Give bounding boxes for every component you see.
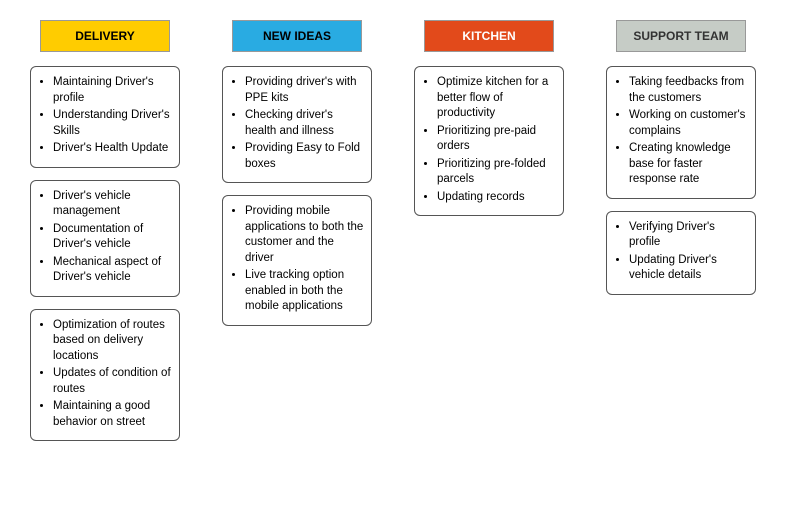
card-list: Driver's vehicle managementDocumentation… [35,189,173,286]
card-list: Verifying Driver's profileUpdating Drive… [611,220,749,284]
card: Maintaining Driver's profileUnderstandin… [30,66,180,168]
list-item: Updates of condition of routes [53,366,173,397]
list-item: Providing Easy to Fold boxes [245,141,365,172]
kanban-board: DELIVERY Maintaining Driver's profileUnde… [30,20,770,453]
column-header-new-ideas: NEW IDEAS [232,20,362,52]
card: Taking feedbacks from the customersWorki… [606,66,756,199]
list-item: Driver's vehicle management [53,189,173,220]
column-header-delivery: DELIVERY [40,20,170,52]
list-item: Maintaining Driver's profile [53,75,173,106]
list-item: Updating Driver's vehicle details [629,253,749,284]
list-item: Updating records [437,190,557,206]
card-list: Providing mobile applications to both th… [227,204,365,315]
list-item: Live tracking option enabled in both the… [245,268,365,315]
list-item: Providing mobile applications to both th… [245,204,365,266]
card: Driver's vehicle managementDocumentation… [30,180,180,297]
card: Optimize kitchen for a better flow of pr… [414,66,564,216]
column-support-team: SUPPORT TEAM Taking feedbacks from the cu… [606,20,756,307]
card: Providing driver's with PPE kitsChecking… [222,66,372,183]
list-item: Mechanical aspect of Driver's vehicle [53,255,173,286]
list-item: Creating knowledge base for faster respo… [629,141,749,188]
card: Verifying Driver's profileUpdating Drive… [606,211,756,295]
card: Providing mobile applications to both th… [222,195,372,326]
card-list: Optimization of routes based on delivery… [35,318,173,431]
card: Optimization of routes based on delivery… [30,309,180,442]
list-item: Working on customer's complains [629,108,749,139]
list-item: Prioritizing pre-folded parcels [437,157,557,188]
column-new-ideas: NEW IDEAS Providing driver's with PPE kit… [222,20,372,338]
card-list: Providing driver's with PPE kitsChecking… [227,75,365,172]
list-item: Understanding Driver's Skills [53,108,173,139]
card-list: Taking feedbacks from the customersWorki… [611,75,749,188]
column-kitchen: KITCHEN Optimize kitchen for a better flo… [414,20,564,228]
card-list: Maintaining Driver's profileUnderstandin… [35,75,173,157]
list-item: Prioritizing pre-paid orders [437,124,557,155]
list-item: Optimization of routes based on delivery… [53,318,173,365]
list-item: Verifying Driver's profile [629,220,749,251]
list-item: Optimize kitchen for a better flow of pr… [437,75,557,122]
list-item: Driver's Health Update [53,141,173,157]
column-delivery: DELIVERY Maintaining Driver's profileUnde… [30,20,180,453]
list-item: Providing driver's with PPE kits [245,75,365,106]
column-header-support-team: SUPPORT TEAM [616,20,746,52]
list-item: Taking feedbacks from the customers [629,75,749,106]
list-item: Checking driver's health and illness [245,108,365,139]
list-item: Maintaining a good behavior on street [53,399,173,430]
card-list: Optimize kitchen for a better flow of pr… [419,75,557,205]
list-item: Documentation of Driver's vehicle [53,222,173,253]
column-header-kitchen: KITCHEN [424,20,554,52]
